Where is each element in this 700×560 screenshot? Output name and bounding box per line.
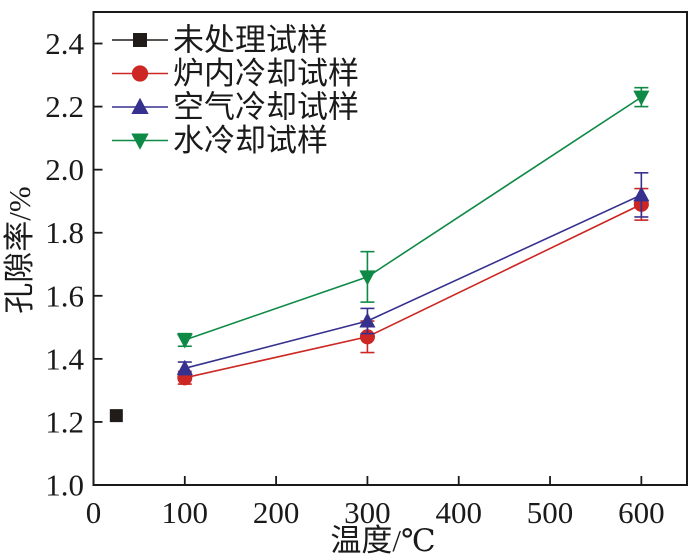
y-tick-label: 1.6 bbox=[45, 278, 84, 313]
water-cooled-marker bbox=[176, 333, 193, 349]
y-tick-label: 2.2 bbox=[45, 89, 84, 124]
y-axis-label: 孔隙率/% bbox=[2, 186, 37, 313]
x-tick-label: 600 bbox=[618, 495, 665, 530]
x-tick-label: 200 bbox=[253, 495, 300, 530]
legend-water-cooled-label: 水冷却试样 bbox=[173, 123, 328, 158]
plot-frame bbox=[92, 11, 688, 486]
furnace-cooled-line bbox=[184, 203, 642, 379]
x-tick-label: 500 bbox=[527, 495, 574, 530]
y-tick-label: 1.4 bbox=[45, 341, 84, 376]
legend-furnace-cooled-marker bbox=[131, 65, 149, 82]
air-cooled-marker bbox=[633, 186, 650, 202]
y-tick-label: 2.4 bbox=[45, 26, 84, 61]
x-tick-label: 400 bbox=[435, 495, 482, 530]
legend-air-cooled-label: 空气冷却试样 bbox=[173, 90, 359, 125]
y-tick-label: 1.8 bbox=[45, 215, 84, 250]
legend-air-cooled-marker bbox=[131, 97, 149, 114]
legend-furnace-cooled-label: 炉内冷却试样 bbox=[173, 56, 359, 91]
air-cooled-marker bbox=[359, 312, 376, 328]
untreated-marker bbox=[109, 409, 123, 423]
legend-untreated-label: 未处理试样 bbox=[173, 23, 328, 58]
y-tick-label: 1.0 bbox=[45, 468, 84, 503]
air-cooled-marker bbox=[176, 359, 193, 375]
legend-water-cooled-marker bbox=[131, 133, 149, 150]
x-tick-label: 0 bbox=[86, 495, 102, 530]
legend-untreated-marker bbox=[133, 33, 147, 47]
x-tick-label: 300 bbox=[344, 495, 391, 530]
y-tick-label: 2.0 bbox=[45, 152, 84, 187]
x-tick-label: 100 bbox=[162, 495, 209, 530]
plot-layer: 0 100 200 300 400 500 600 1.0 1.2 1.4 1.6 1.8 2.0 2.2… bbox=[45, 11, 688, 530]
water-cooled-marker bbox=[633, 90, 650, 106]
air-cooled-line bbox=[184, 194, 642, 370]
x-axis-label: 温度/℃ bbox=[330, 523, 435, 558]
y-tick-label: 1.2 bbox=[45, 404, 84, 439]
water-cooled-marker bbox=[359, 270, 376, 286]
